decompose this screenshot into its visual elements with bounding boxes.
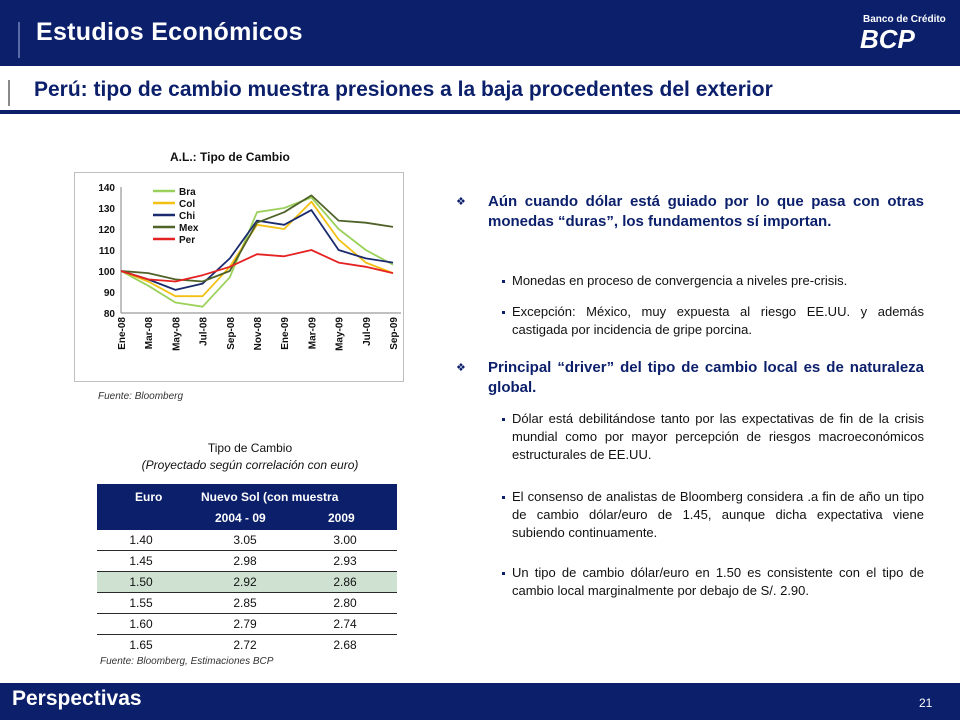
header-band: [0, 0, 960, 66]
y-tick-label: 120: [98, 225, 115, 236]
table-row: 1.40 3.05 3.00: [97, 530, 397, 551]
x-tick-label: Sep-08: [226, 317, 237, 350]
series-line-mex: [120, 194, 394, 283]
table-row: 1.45 2.98 2.93: [97, 551, 397, 572]
y-tick-label: 90: [104, 288, 116, 299]
table-subtitle: (Proyectado según correlación con euro): [141, 458, 359, 472]
table-cell: 1.65: [129, 638, 153, 652]
series-line-bra: [120, 196, 394, 308]
bullet-main-2: Principal “driver” del tipo de cambio lo…: [488, 359, 924, 396]
legend-label: Bra: [179, 187, 196, 198]
footer-band: [0, 683, 960, 720]
table-title: Tipo de Cambio: [207, 441, 293, 455]
exchange-rate-table: Euro Nuevo Sol (con muestra 2004 - 09 20…: [97, 484, 397, 654]
bullet-main-1: Aún cuando dólar está guiado por lo que …: [488, 193, 924, 230]
chart-title: A.L.: Tipo de Cambio: [170, 150, 290, 164]
table-cell: 1.55: [129, 596, 153, 610]
table-row: 1.55 2.85 2.80: [97, 593, 397, 614]
table-cell: 2.74: [333, 617, 357, 631]
bullet-sub-2c: Un tipo de cambio dólar/euro en 1.50 es …: [512, 565, 924, 598]
table-cell: 2.93: [333, 554, 357, 568]
x-tick-label: May-09: [335, 317, 346, 351]
table-cell: 2.68: [333, 638, 357, 652]
x-tick-label: Mar-08: [144, 317, 155, 350]
x-tick-label: Ene-09: [280, 317, 291, 350]
square-bullet-icon: [502, 572, 505, 575]
y-tick-label: 130: [98, 204, 115, 215]
bullet-sub-2a: Dólar está debilitándose tanto por las e…: [512, 411, 924, 462]
table-cell: 3.05: [233, 533, 257, 547]
table-row: 1.50 2.92 2.86: [97, 572, 397, 593]
header-divider: [18, 22, 20, 58]
subtitle-divider: [8, 80, 10, 106]
table-cell: 3.00: [333, 533, 357, 547]
chart-frame: 140 130 120 110 100 90 80 Ene-08 Mar-08 May-08 Jul…: [74, 172, 404, 382]
x-tick-label: Sep-09: [389, 317, 400, 350]
table-cell: 2.85: [233, 596, 257, 610]
x-tick-label: Jul-08: [199, 317, 210, 346]
table-cell: 1.50: [129, 575, 153, 589]
table-cell: 2.86: [333, 575, 357, 589]
table-cell: 2.80: [333, 596, 357, 610]
diamond-bullet-icon: ❖: [456, 196, 466, 208]
y-tick-label: 110: [99, 246, 116, 257]
header-2009: 2009: [328, 511, 355, 525]
square-bullet-icon: [502, 280, 505, 283]
diamond-bullet-icon: ❖: [456, 362, 466, 374]
table-cell: 2.92: [233, 575, 257, 589]
bullet-sub-1a: Monedas en proceso de convergencia a niv…: [512, 273, 848, 288]
header: Estudios Económicos Banco de Crédito BCP…: [0, 0, 960, 114]
table-cell: 1.60: [129, 617, 153, 631]
x-tick-label: Jul-09: [362, 317, 373, 346]
series-line-chi: [120, 209, 394, 291]
square-bullet-icon: [502, 418, 505, 421]
table-cell: 2.98: [233, 554, 257, 568]
legend-label: Mex: [179, 223, 199, 234]
page-number: 21: [919, 696, 933, 710]
logo-bank-name: Banco de Crédito: [863, 14, 946, 25]
square-bullet-icon: [502, 311, 505, 314]
x-tick-label: Ene-08: [117, 317, 128, 350]
series-line-per: [120, 249, 394, 283]
x-tick-label: Nov-08: [253, 317, 264, 351]
y-tick-label: 100: [98, 267, 115, 278]
legend-label: Per: [179, 235, 195, 246]
legend-label: Col: [179, 199, 195, 210]
header-title: Estudios Económicos: [36, 18, 303, 46]
legend-label: Chi: [179, 211, 195, 222]
table-source: Fuente: Bloomberg, Estimaciones BCP: [100, 656, 274, 667]
y-tick-label: 80: [104, 309, 116, 320]
section-label: Perspectivas: [12, 687, 142, 710]
y-tick-label: 140: [98, 183, 115, 194]
bullet-sub-1b: Excepción: México, muy expuesta al riesg…: [512, 304, 924, 337]
table-header: Euro Nuevo Sol (con muestra 2004 - 09 20…: [97, 484, 397, 530]
x-tick-label: May-08: [171, 317, 182, 351]
header-euro: Euro: [135, 490, 163, 504]
table-row: 1.60 2.79 2.74: [97, 614, 397, 635]
series-line-col: [120, 200, 394, 298]
header-nuevo-sol: Nuevo Sol (con muestra: [201, 490, 339, 504]
logo-bcp: BCP: [860, 24, 915, 54]
page-title: Perú: tipo de cambio muestra presiones a…: [34, 78, 773, 101]
table-cell: 1.40: [129, 533, 153, 547]
chart-source: Fuente: Bloomberg: [98, 391, 184, 402]
x-tick-label: Mar-09: [307, 317, 318, 350]
table-row: 1.65 2.72 2.68: [97, 635, 397, 654]
header-rule: [0, 110, 960, 114]
table-cell: 2.72: [233, 638, 257, 652]
header-2004-09: 2004 - 09: [215, 511, 266, 525]
square-bullet-icon: [502, 496, 505, 499]
bullet-sub-2b: El consenso de analistas de Bloomberg co…: [512, 489, 924, 540]
table-cell: 1.45: [129, 554, 153, 568]
table-cell: 2.79: [233, 617, 257, 631]
